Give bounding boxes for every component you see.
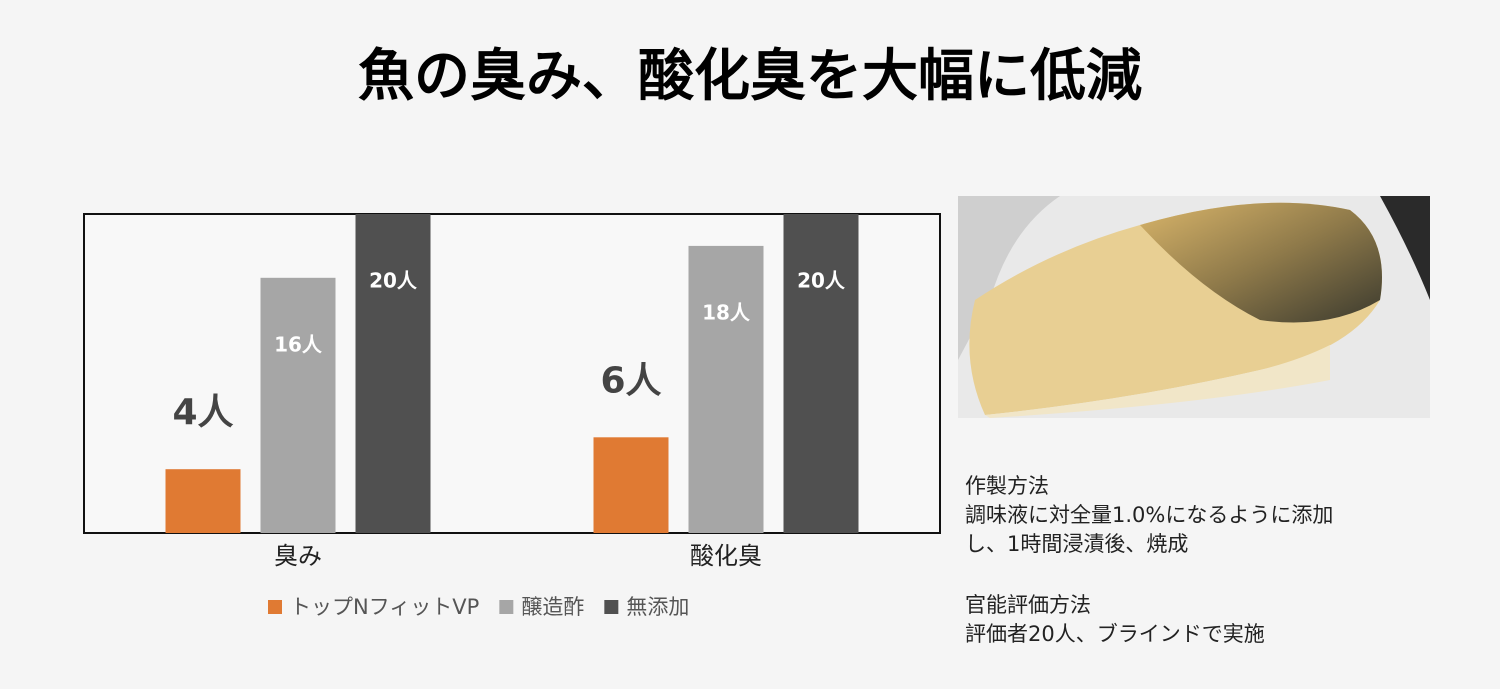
x-tick-label: 臭み	[274, 542, 322, 570]
data-label: 20人	[369, 269, 418, 293]
data-label: 16人	[274, 332, 323, 356]
data-label: 20人	[797, 269, 846, 293]
legend-swatch	[268, 600, 282, 614]
data-label: 4人	[172, 392, 233, 433]
legend-label: トップNフィットVP	[290, 595, 479, 619]
legend-label: 無添加	[626, 595, 689, 619]
bar	[593, 437, 669, 533]
note-heading: 官能評価方法	[965, 593, 1091, 617]
data-label: 6人	[600, 360, 661, 401]
note-text: 調味液に対全量1.0%になるように添加し、1時間浸漬後、焼成	[965, 503, 1334, 556]
bar	[165, 469, 241, 533]
title: 魚の臭み、酸化臭を大幅に低減	[358, 44, 1142, 109]
x-tick-label: 酸化臭	[690, 542, 762, 570]
bar	[783, 214, 859, 533]
note-text: 評価者20人、ブラインドで実施	[965, 622, 1265, 646]
notes: 作製方法調味液に対全量1.0%になるように添加し、1時間浸漬後、焼成官能評価方法…	[965, 472, 1370, 681]
note-heading: 作製方法	[965, 474, 1049, 498]
photo	[958, 196, 1430, 418]
data-label: 18人	[702, 300, 751, 324]
legend-label: 醸造酢	[521, 595, 584, 619]
bar	[355, 214, 431, 533]
legend-swatch	[499, 600, 514, 614]
bar	[688, 245, 764, 533]
note: 作製方法調味液に対全量1.0%になるように添加し、1時間浸漬後、焼成	[965, 472, 1370, 559]
bar	[260, 277, 336, 533]
legend-swatch	[604, 600, 619, 614]
note: 官能評価方法評価者20人、ブラインドで実施	[965, 591, 1370, 649]
